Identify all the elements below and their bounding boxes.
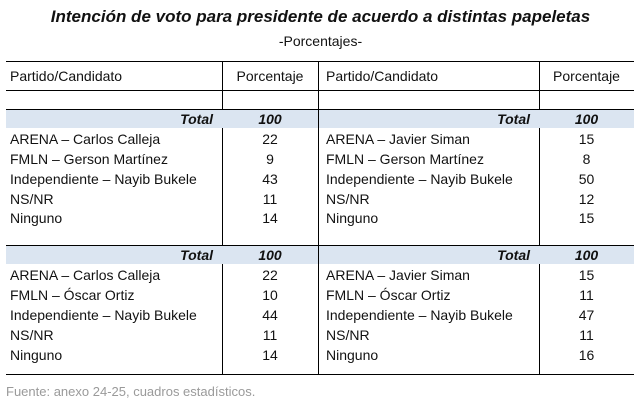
table-row-name: ARENA – Javier Siman [326, 267, 470, 283]
table-subtitle: -Porcentajes- [278, 33, 363, 49]
table-row-name: ARENA – Javier Siman [326, 131, 470, 147]
block1-left-total-label: Total [180, 111, 213, 127]
table-row-name: ARENA – Carlos Calleja [10, 131, 161, 147]
table-row-name: ARENA – Carlos Calleja [10, 267, 161, 283]
block1-left-total-band [6, 110, 318, 128]
right-divider [539, 61, 540, 374]
table-row-value: 11 [262, 327, 278, 343]
table-row-name: NS/NR [10, 191, 54, 207]
table-row-value: 22 [262, 267, 278, 283]
table-row-name: Independiente – Nayib Bukele [10, 307, 197, 323]
table-row-value: 47 [578, 307, 595, 323]
table-row-value: 11 [579, 287, 594, 303]
table-row-value: 11 [579, 327, 594, 343]
header-right-percent: Porcentaje [553, 68, 620, 84]
table-row-name: Independiente – Nayib Bukele [326, 171, 513, 187]
table-row-value: 14 [262, 347, 278, 363]
table-row-name: Ninguno [326, 210, 379, 226]
block2-right-total-label: Total [497, 247, 530, 263]
table-row-value: 15 [578, 131, 595, 147]
left-divider [222, 61, 223, 374]
block2-left-total-value: 100 [258, 247, 282, 263]
table-row-value: 16 [578, 347, 595, 363]
header-bottom-rule [6, 90, 634, 91]
table-row-name: FMLN – Gerson Martínez [10, 151, 168, 167]
table-bottom-rule [6, 374, 634, 375]
block2-top-rule [6, 245, 634, 246]
table-row-value: 44 [262, 307, 278, 323]
block1-top-rule [6, 109, 634, 110]
block2-right-total-value: 100 [574, 247, 599, 263]
table-row-name: Independiente – Nayib Bukele [326, 307, 513, 323]
table-row-value: 15 [578, 267, 595, 283]
table-row-name: FMLN – Óscar Ortiz [10, 287, 135, 303]
table-row-name: NS/NR [326, 327, 370, 343]
block1-left-total-value: 100 [258, 111, 282, 127]
header-left-percent: Porcentaje [236, 68, 304, 84]
block1-right-total-label: Total [497, 111, 530, 127]
header-top-rule [6, 61, 634, 62]
table-row-name: FMLN – Óscar Ortiz [326, 287, 451, 303]
table-row-value: 15 [578, 210, 595, 226]
center-divider [318, 61, 319, 374]
source-note: Fuente: anexo 24-25, cuadros estadístico… [6, 384, 256, 399]
table-row-value: 50 [578, 171, 595, 187]
table-row-name: Ninguno [10, 347, 63, 363]
table-row-value: 10 [262, 287, 278, 303]
table-row-name: FMLN – Gerson Martínez [326, 151, 484, 167]
table-title: Intención de voto para presidente de acu… [50, 7, 591, 26]
table-row-name: NS/NR [326, 191, 370, 207]
table-row-name: NS/NR [10, 327, 54, 343]
table-row-value: 8 [582, 151, 591, 167]
header-left-candidate: Partido/Candidato [10, 68, 123, 84]
table-row-name: Ninguno [10, 210, 63, 226]
block1-right-total-band [319, 110, 634, 128]
block2-left-total-band [6, 246, 318, 264]
block2-left-total-label: Total [180, 247, 213, 263]
table-row-name: Independiente – Nayib Bukele [10, 171, 197, 187]
block2-right-total-band [319, 246, 634, 264]
table-row-value: 22 [262, 131, 278, 147]
table-row-value: 14 [262, 210, 278, 226]
table-row-value: 12 [578, 191, 595, 207]
table-row-name: Ninguno [326, 347, 379, 363]
table-row-value: 43 [262, 171, 278, 187]
table-row-value: 11 [262, 191, 278, 207]
table-row-value: 9 [266, 151, 274, 167]
header-right-candidate: Partido/Candidato [326, 68, 439, 84]
block1-right-total-value: 100 [574, 111, 599, 127]
